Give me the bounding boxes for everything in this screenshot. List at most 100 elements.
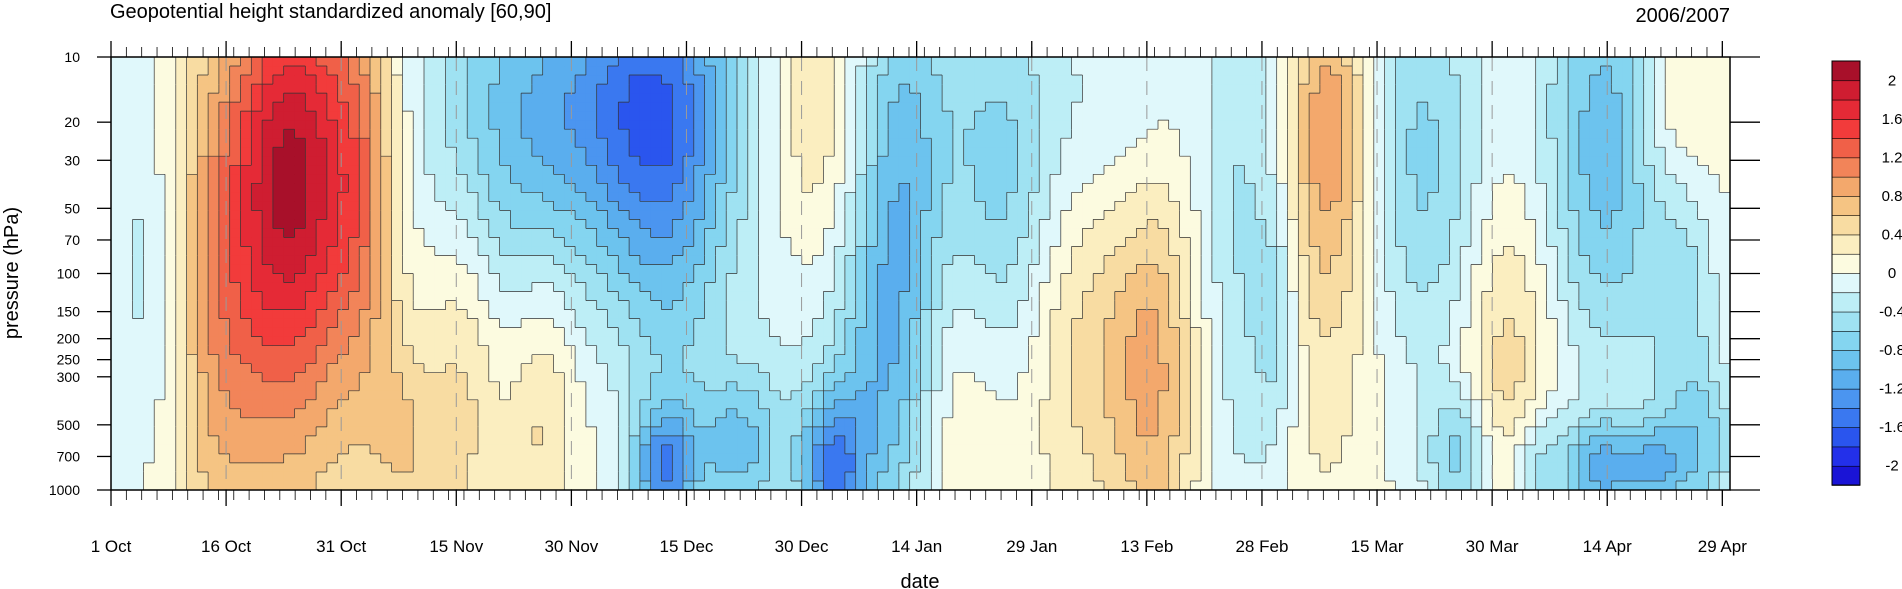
field-cell [445,327,457,338]
field-cell [1028,327,1040,338]
field-cell [229,453,242,464]
field-cell [1050,201,1062,211]
field-cell [294,102,306,112]
field-cell [434,408,447,419]
field-cell [531,399,544,410]
field-cell [283,444,296,455]
field-cell [1103,192,1116,202]
field-cell [726,93,738,103]
field-cell [1017,237,1030,248]
field-cell [240,165,252,175]
field-cell [164,417,177,428]
field-cell [909,300,922,311]
field-cell [305,381,317,392]
field-cell [262,309,274,320]
field-cell [337,435,350,446]
field-cell [844,462,857,473]
field-cell [715,282,727,293]
field-cell [844,174,857,184]
field-cell [942,291,954,302]
field-cell [283,399,296,410]
field-cell [305,282,317,293]
field-cell [391,381,404,392]
field-cell [359,444,371,455]
field-cell [607,372,619,383]
field-cell [769,111,781,121]
field-cell [769,255,781,266]
field-cell [801,264,814,275]
field-cell [1017,219,1030,229]
field-cell [413,453,425,464]
field-cell [510,336,522,347]
field-cell [380,426,393,437]
field-cell [693,264,706,275]
field-cell [467,291,479,302]
field-cell [1114,84,1127,94]
field-cell [823,84,835,94]
field-cell [370,480,382,490]
field-cell [672,282,684,293]
field-cell [175,84,188,94]
field-cell [769,66,781,76]
field-cell [326,354,339,365]
field-cell [1179,237,1191,248]
field-cell [1211,102,1224,112]
field-cell [186,66,198,76]
field-cell [1071,327,1083,338]
field-cell [477,417,490,428]
field-cell [488,408,501,419]
field-cell [1093,372,1105,383]
field-cell [585,381,598,392]
field-cell [898,390,911,401]
field-cell [1179,201,1191,211]
field-cell [326,246,339,257]
field-cell [531,453,544,464]
field-cell [326,363,339,374]
field-cell [1039,165,1051,175]
field-cell [1201,399,1213,410]
field-cell [197,471,209,482]
field-cell [1017,264,1030,275]
field-cell [326,372,339,383]
field-cell [769,264,781,275]
field-cell [1006,156,1019,166]
field-cell [1179,345,1191,356]
field-cell [1039,210,1051,220]
field-cell [1093,444,1105,455]
field-cell [316,435,328,446]
field-cell [1050,480,1062,490]
field-cell [974,147,986,157]
field-cell [542,66,555,76]
field-cell [1157,417,1170,428]
field-cell [737,327,749,338]
field-cell [963,246,976,257]
field-cell [855,111,868,121]
field-cell [272,237,285,248]
field-cell [801,417,814,428]
field-cell [963,165,976,175]
field-cell [1071,57,1083,67]
field-cell [737,138,749,148]
field-cell [683,120,695,130]
field-cell [812,435,824,446]
field-cell [607,264,619,275]
field-cell [985,147,997,157]
field-cell [877,84,889,94]
field-cell [424,345,436,356]
field-cell [758,264,770,275]
field-cell [920,102,932,112]
field-cell [898,354,911,365]
field-cell [693,318,706,329]
field-cell [1233,84,1245,94]
field-cell [456,93,468,103]
field-cell [1114,390,1127,401]
field-cell [888,354,900,365]
field-cell [1125,120,1137,130]
field-cell [985,102,997,112]
field-cell [942,345,954,356]
field-cell [348,255,360,266]
field-cell [1039,336,1051,347]
field-cell [683,246,695,257]
field-cell [510,246,522,257]
field-cell [229,444,242,455]
